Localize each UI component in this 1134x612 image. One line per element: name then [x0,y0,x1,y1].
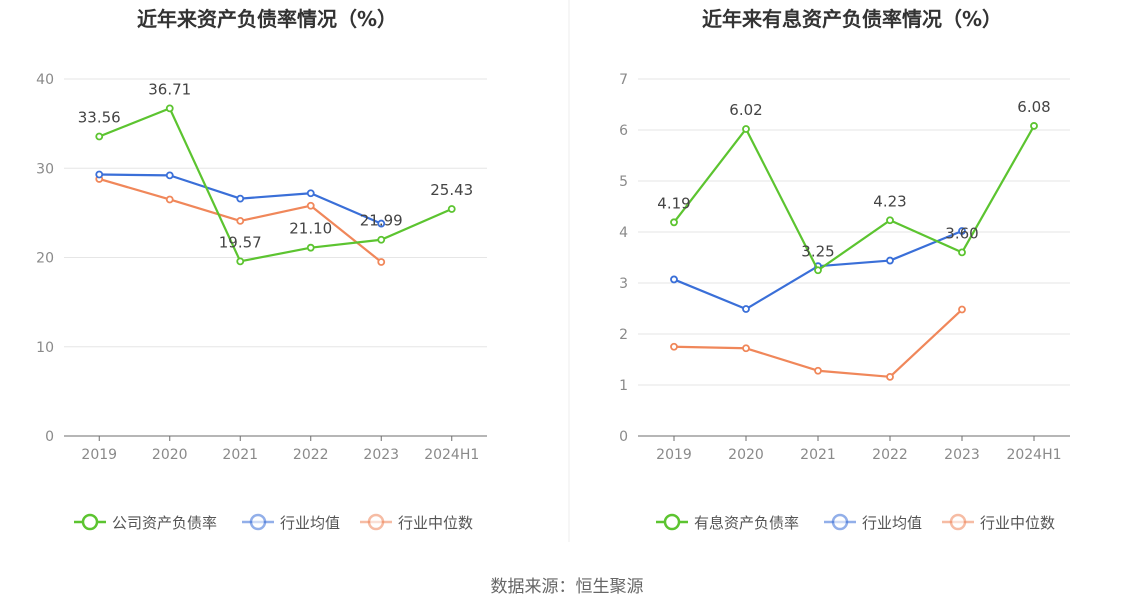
data-label: 33.56 [78,108,121,126]
y-tick-label: 4 [619,225,628,241]
x-tick-label: 2023 [944,447,980,463]
y-tick-label: 6 [619,123,628,139]
x-tick-label: 2020 [728,447,764,463]
data-point [165,104,174,113]
x-tick-label: 2024H1 [424,447,479,463]
y-tick-label: 3 [619,276,628,292]
data-point [742,305,750,313]
legend-label: 行业中位数 [398,514,473,532]
x-tick-label: 2022 [872,447,908,463]
data-point [236,194,245,203]
x-tick-label: 2023 [363,447,399,463]
data-point [377,219,386,228]
data-point [886,372,894,381]
legend-swatch-marker [663,513,681,531]
y-tick-label: 20 [36,251,54,267]
data-point [670,342,678,351]
data-label: 21.10 [289,220,332,238]
chart-title: 近年来资产负债率情况（%） [137,7,397,31]
data-point [95,132,104,141]
legend-label: 行业均值 [280,514,340,532]
y-tick-label: 30 [36,161,54,177]
legend-swatch-marker [831,513,849,531]
data-label: 3.25 [801,242,834,260]
data-label: 36.71 [148,80,191,98]
data-point [886,256,894,265]
y-tick-label: 5 [619,174,628,190]
data-label: 4.19 [657,194,690,212]
data-point [306,189,315,198]
data-point [814,266,822,275]
data-point [377,235,386,244]
legend-swatch-marker [81,513,99,531]
series-line [673,308,963,378]
chart-panel-1: 近年来资产负债率情况（%） 0 10 20 30 40 2019 2020 2021 2022 20… [36,7,487,532]
data-point [165,171,174,180]
y-tick-label: 0 [45,429,54,445]
legend-label: 行业中位数 [980,514,1055,532]
data-point [377,258,386,266]
data-point [958,248,966,257]
y-tick-label: 1 [619,378,628,394]
data-label: 6.02 [729,101,762,119]
legend-label: 公司资产负债率 [112,514,217,532]
y-tick-label: 0 [619,429,628,445]
series-line [673,125,1035,272]
data-point [742,125,750,133]
data-point [306,201,315,210]
x-tick-label: 2019 [656,447,692,463]
data-point [1030,122,1038,130]
legend-swatch-marker [949,513,967,531]
x-tick-label: 2019 [81,447,117,463]
data-point [236,257,245,266]
data-label: 6.08 [1017,98,1050,116]
data-point [236,217,245,225]
legend-label: 行业均值 [862,514,922,532]
data-point [958,305,966,314]
y-tick-label: 10 [36,340,54,356]
source-note: 数据来源：恒生聚源 [491,577,644,597]
data-point [742,344,750,353]
data-label: 25.43 [430,181,473,199]
x-tick-label: 2022 [293,447,329,463]
data-label: 19.57 [219,233,262,251]
legend-swatch-marker [367,513,385,531]
data-point [670,218,678,227]
x-tick-label: 2024H1 [1006,447,1061,463]
chart-title: 近年来有息资产负债率情况（%） [702,7,1002,31]
data-point [886,216,894,225]
chart-panel-2: 近年来有息资产负债率情况（%） 0 1 2 3 4 5 6 7 2019 2020 2021 2022 2… [619,7,1070,532]
y-tick-label: 7 [619,72,628,88]
data-point [165,195,174,204]
x-tick-label: 2021 [800,447,836,463]
legend-swatch-marker [249,513,267,531]
x-tick-label: 2020 [152,447,188,463]
data-point [670,275,678,284]
data-point [95,170,104,179]
data-label: 21.99 [360,212,403,230]
data-point [447,205,456,213]
data-point [814,366,822,375]
y-tick-label: 2 [619,327,628,343]
y-tick-label: 40 [36,72,54,88]
series-line [98,107,453,263]
data-label: 4.23 [873,192,906,210]
legend-label: 有息资产负债率 [694,514,799,532]
data-point [958,227,966,235]
x-tick-label: 2021 [222,447,258,463]
data-label: 3.60 [945,224,978,242]
data-point [306,243,315,252]
